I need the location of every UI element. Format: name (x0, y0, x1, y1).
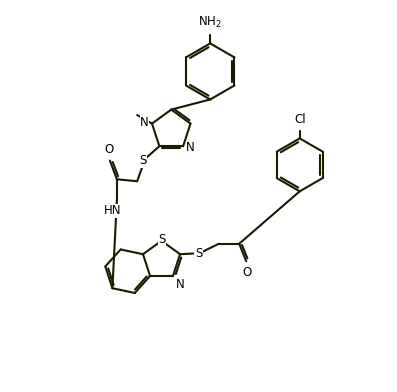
Text: O: O (242, 266, 252, 279)
Text: Cl: Cl (294, 113, 306, 125)
Text: HN: HN (104, 204, 121, 217)
Text: S: S (158, 234, 166, 247)
Text: N: N (140, 116, 149, 129)
Text: N: N (176, 278, 185, 291)
Text: O: O (104, 143, 114, 156)
Text: S: S (139, 154, 147, 167)
Text: N: N (186, 141, 195, 154)
Text: S: S (195, 247, 202, 260)
Text: NH$_2$: NH$_2$ (198, 15, 222, 30)
